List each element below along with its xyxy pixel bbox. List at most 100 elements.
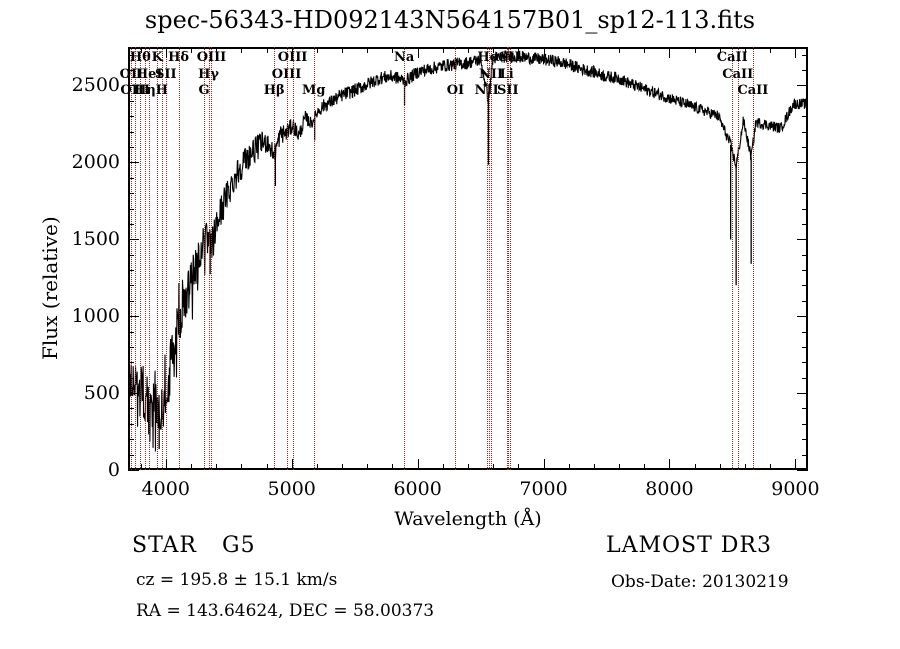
y-major-tick-right — [797, 239, 808, 241]
y-major-tick — [128, 470, 139, 471]
spectral-class-label: G5 — [222, 533, 256, 558]
line-marker-oiii — [292, 47, 294, 470]
y-tick-label: 500 — [83, 382, 120, 405]
x-minor-tick-top — [745, 47, 747, 53]
line-marker-h — [161, 47, 163, 470]
line-label-mg: Mg — [301, 83, 326, 98]
y-tick-label: 2500 — [71, 74, 120, 97]
y-minor-tick — [128, 270, 134, 272]
line-marker-oiii — [135, 47, 137, 470]
x-minor-tick-top — [367, 47, 369, 53]
y-minor-tick-right — [802, 208, 808, 210]
x-minor-tick-top — [719, 47, 721, 53]
y-axis-title: Flux (relative) — [38, 216, 62, 360]
y-minor-tick — [128, 208, 134, 210]
x-minor-tick — [216, 464, 218, 470]
x-minor-tick-top — [190, 47, 192, 53]
x-minor-tick — [316, 464, 318, 470]
line-label-g: G — [198, 83, 210, 98]
x-minor-tick — [719, 464, 721, 470]
y-minor-tick-right — [802, 223, 808, 225]
y-minor-tick-right — [802, 270, 808, 272]
x-minor-tick-top — [694, 47, 696, 53]
line-marker-hei — [149, 47, 151, 470]
x-minor-tick — [770, 464, 772, 470]
line-marker-h — [488, 47, 490, 470]
x-minor-tick — [745, 464, 747, 470]
line-label-oii: OII — [119, 67, 144, 82]
y-minor-tick — [128, 362, 134, 364]
x-minor-tick-top — [518, 47, 520, 53]
x-major-tick-top — [795, 47, 797, 58]
y-minor-tick — [128, 116, 134, 118]
y-major-tick-right — [797, 162, 808, 164]
y-minor-tick — [128, 454, 134, 456]
x-major-tick-top — [165, 47, 167, 58]
y-minor-tick-right — [802, 346, 808, 348]
x-minor-tick — [593, 464, 595, 470]
x-tick-label: 7000 — [519, 478, 568, 500]
line-label-k: K — [151, 50, 163, 65]
line-label-oiii: OIII — [271, 67, 302, 82]
line-label-h: Hα — [477, 50, 500, 65]
line-label-h: Hβ — [263, 83, 285, 98]
x-tick-label: 5000 — [267, 478, 316, 500]
line-label-oiii: OIII — [277, 50, 308, 65]
y-minor-tick — [128, 285, 134, 287]
line-label-caii: CaII — [722, 67, 754, 82]
line-marker-caii — [737, 47, 739, 470]
x-minor-tick-top — [493, 47, 495, 53]
x-minor-tick — [140, 464, 142, 470]
x-minor-tick-top — [644, 47, 646, 53]
y-minor-tick-right — [802, 54, 808, 56]
y-minor-tick — [128, 100, 134, 102]
y-minor-tick — [128, 193, 134, 195]
spectrum-trace — [130, 49, 806, 468]
x-minor-tick — [694, 464, 696, 470]
x-major-tick — [795, 459, 797, 470]
y-minor-tick-right — [802, 254, 808, 256]
y-minor-tick-right — [802, 177, 808, 179]
line-label-h: Hγ — [198, 67, 220, 82]
line-marker-caii — [732, 47, 734, 470]
line-marker-sii — [165, 47, 167, 470]
y-major-tick-right — [797, 393, 808, 395]
line-label-h: H — [155, 83, 168, 98]
x-major-tick — [291, 459, 293, 470]
survey-label: LAMOST DR3 — [606, 533, 772, 558]
y-minor-tick-right — [802, 331, 808, 333]
line-label-h: Hθ — [129, 50, 151, 65]
x-minor-tick-top — [342, 47, 344, 53]
y-major-tick — [128, 162, 139, 164]
x-minor-tick-top — [316, 47, 318, 53]
line-label-na: Na — [393, 50, 415, 65]
y-minor-tick — [128, 254, 134, 256]
y-minor-tick — [128, 423, 134, 425]
x-minor-tick — [493, 464, 495, 470]
line-label-sii: SII — [498, 50, 521, 65]
x-axis-title: Wavelength (Å) — [394, 508, 542, 530]
x-tick-label: 9000 — [771, 478, 820, 500]
y-minor-tick — [128, 346, 134, 348]
y-minor-tick — [128, 331, 134, 333]
y-minor-tick — [128, 377, 134, 379]
x-minor-tick-top — [442, 47, 444, 53]
line-marker-sii — [509, 47, 511, 470]
line-marker-h — [274, 47, 276, 470]
x-major-tick — [669, 459, 671, 470]
x-minor-tick — [568, 464, 570, 470]
line-marker-li — [506, 47, 508, 470]
x-minor-tick — [342, 464, 344, 470]
y-minor-tick — [128, 300, 134, 302]
x-minor-tick-top — [568, 47, 570, 53]
x-minor-tick — [468, 464, 469, 470]
x-minor-tick — [367, 464, 369, 470]
line-marker-h — [145, 47, 146, 470]
y-minor-tick — [128, 177, 134, 179]
y-minor-tick — [128, 54, 134, 56]
line-label-oi: OI — [446, 83, 465, 98]
plot-area — [130, 49, 806, 468]
x-minor-tick-top — [140, 47, 142, 53]
line-label-h: Hη — [134, 83, 156, 98]
y-tick-label: 2000 — [71, 151, 120, 174]
